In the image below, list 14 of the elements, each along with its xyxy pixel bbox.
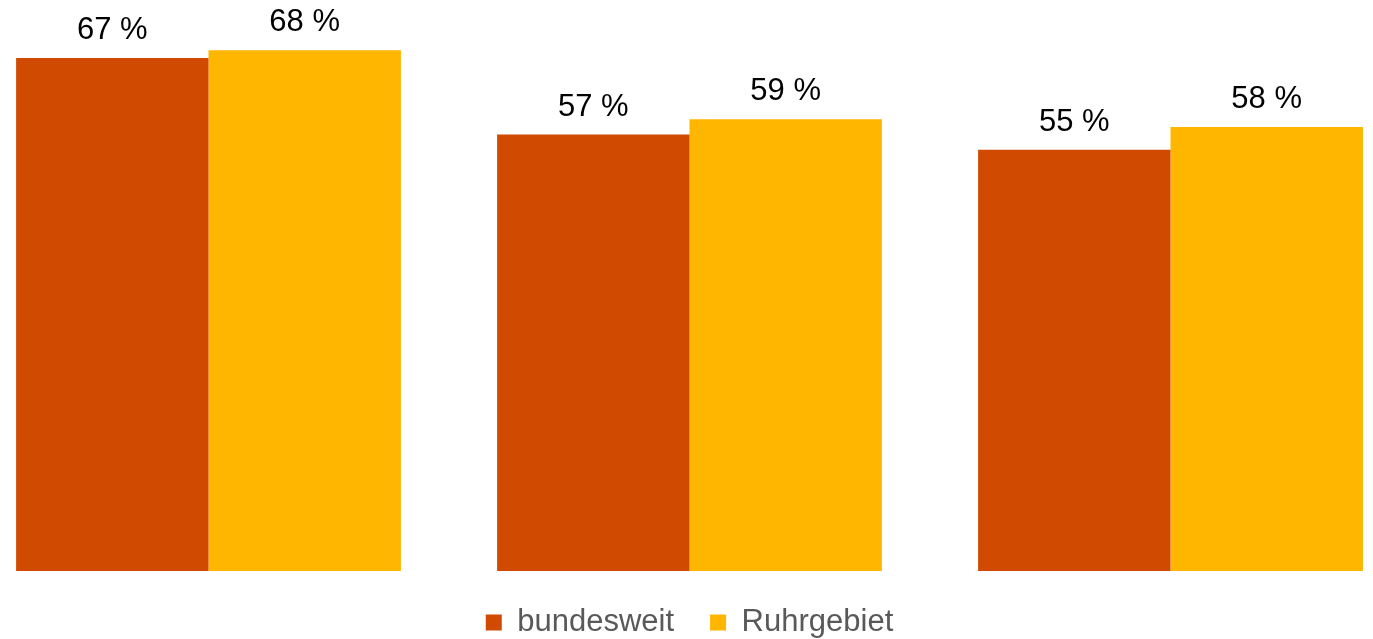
bar	[1170, 126, 1363, 571]
bar	[978, 149, 1171, 571]
bar	[497, 134, 690, 571]
data-label: 58 %	[1231, 79, 1303, 115]
data-label: 68 %	[269, 3, 341, 39]
legend-label: bundesweit	[517, 603, 675, 639]
bar	[16, 57, 209, 571]
data-label: 67 %	[76, 10, 148, 46]
legend-label: Ruhrgebiet	[741, 603, 894, 639]
data-label: 55 %	[1038, 102, 1110, 138]
data-label: 57 %	[557, 87, 629, 123]
bar	[208, 50, 401, 571]
data-label: 59 %	[750, 72, 822, 108]
bar	[689, 119, 882, 571]
